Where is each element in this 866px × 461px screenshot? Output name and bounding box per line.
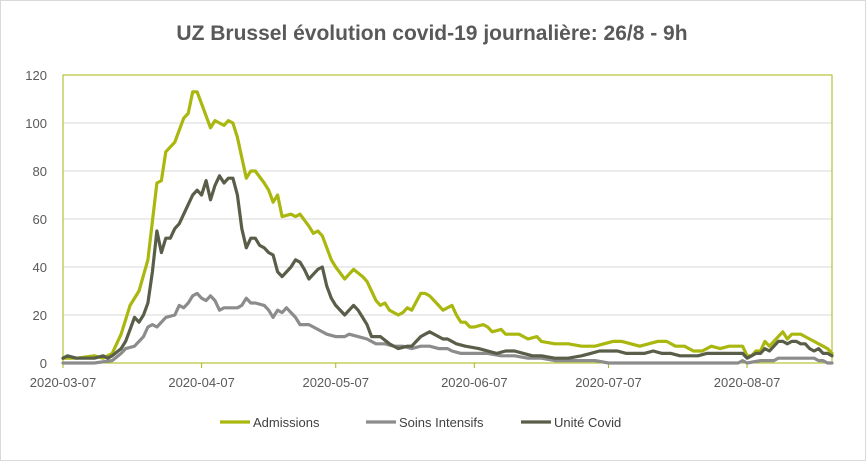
y-tick-label: 80: [33, 164, 47, 179]
y-tick-label: 120: [25, 68, 47, 83]
x-tick-label: 2020-04-07: [168, 375, 235, 390]
legend-label: Admissions: [253, 415, 320, 430]
legend-label: Unité Covid: [554, 415, 621, 430]
gridlines: [63, 122, 832, 316]
series-lines: [61, 90, 834, 365]
legend-label: Soins Intensifs: [399, 415, 484, 430]
y-tick-label: 0: [40, 356, 47, 371]
x-tick-label: 2020-03-07: [30, 375, 97, 390]
y-tick-label: 20: [33, 308, 47, 323]
y-tick-label: 40: [33, 260, 47, 275]
series-line-admissions: [61, 90, 834, 360]
x-tick-label: 2020-08-07: [714, 375, 781, 390]
y-axis-ticks: 0 20 40 60 80 100 120: [25, 68, 47, 371]
y-tick-label: 100: [25, 116, 47, 131]
plot-border: [62, 74, 833, 364]
x-tick-label: 2020-05-07: [302, 375, 369, 390]
chart-title: UZ Brussel évolution covid-19 journalièr…: [176, 22, 688, 45]
legend: Admissions Soins Intensifs Unité Covid: [220, 415, 621, 430]
x-tick-label: 2020-07-07: [575, 375, 642, 390]
x-tick-label: 2020-06-07: [441, 375, 508, 390]
series-line-unit-covid: [61, 174, 834, 360]
x-axis-ticks: 2020-03-07 2020-04-07 2020-05-07 2020-06-07…: [30, 363, 781, 390]
series-line-soins-intensifs: [61, 291, 834, 365]
y-tick-label: 60: [33, 212, 47, 227]
